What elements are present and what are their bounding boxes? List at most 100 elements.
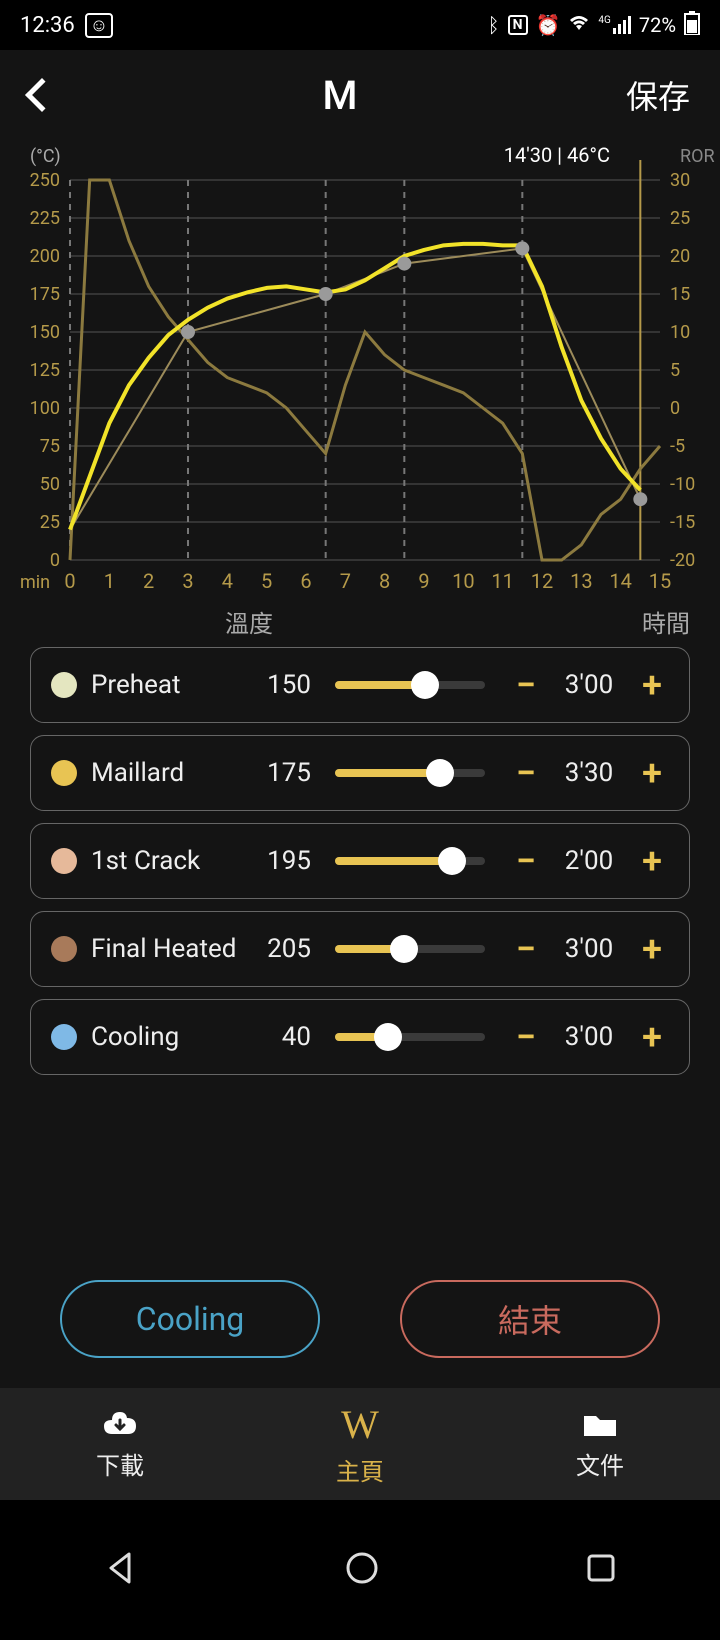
alarm-icon: ⏰	[536, 13, 561, 37]
phase-temp-value: 40	[255, 1022, 311, 1052]
cooling-button-label: Cooling	[136, 1300, 245, 1338]
nav-home-button[interactable]	[344, 1550, 380, 1590]
nfc-icon: N	[508, 15, 528, 35]
chevron-left-icon	[25, 78, 59, 112]
column-headers: 溫度 時間	[0, 604, 720, 639]
svg-text:175: 175	[30, 284, 60, 305]
svg-text:0: 0	[670, 398, 680, 419]
phase-row: Cooling 40 − 3'00 +	[30, 999, 690, 1075]
svg-text:5: 5	[670, 360, 680, 381]
phase-time-value: 3'30	[557, 758, 621, 788]
phase-list: Preheat 150 − 3'00 + Maillard 175 − 3'30…	[0, 639, 720, 1075]
nav-recent-button[interactable]	[585, 1552, 617, 1588]
phase-row: Maillard 175 − 3'30 +	[30, 735, 690, 811]
time-minus-button[interactable]: −	[509, 1016, 543, 1058]
system-nav-bar	[0, 1500, 720, 1640]
app-header: M 保存	[0, 50, 720, 140]
battery-icon	[684, 11, 700, 40]
svg-text:12: 12	[531, 569, 553, 593]
svg-text:150: 150	[30, 322, 60, 343]
svg-text:200: 200	[30, 246, 60, 267]
time-plus-button[interactable]: +	[635, 840, 669, 882]
time-minus-button[interactable]: −	[509, 928, 543, 970]
time-plus-button[interactable]: +	[635, 1016, 669, 1058]
phase-color-dot	[51, 672, 77, 698]
svg-text:3: 3	[182, 569, 193, 593]
tab-download[interactable]: 下載	[0, 1388, 240, 1500]
clock: 12:36	[20, 13, 75, 38]
phase-temp-value: 175	[255, 758, 311, 788]
svg-text:14'30 | 46°C: 14'30 | 46°C	[504, 143, 610, 167]
signal-icon: 4G	[598, 16, 630, 34]
roast-chart[interactable]: (°C)ROR14'30 | 46°C025507510012515017520…	[0, 140, 720, 600]
svg-text:225: 225	[30, 208, 60, 229]
time-plus-button[interactable]: +	[635, 752, 669, 794]
svg-text:15: 15	[649, 569, 671, 593]
back-button[interactable]	[30, 83, 54, 107]
temp-slider[interactable]	[335, 1027, 485, 1047]
temp-slider[interactable]	[335, 851, 485, 871]
svg-text:15: 15	[670, 284, 690, 305]
svg-text:250: 250	[30, 170, 60, 191]
svg-text:4: 4	[222, 569, 233, 593]
phase-color-dot	[51, 848, 77, 874]
svg-text:-20: -20	[670, 550, 695, 571]
phase-name: Final Heated	[91, 934, 241, 964]
tab-files-label: 文件	[576, 1446, 624, 1481]
svg-text:min: min	[20, 572, 50, 593]
download-icon	[100, 1408, 140, 1442]
nav-back-button[interactable]	[103, 1550, 139, 1590]
wifi-icon	[568, 13, 590, 37]
svg-text:125: 125	[30, 360, 60, 381]
phase-row: Final Heated 205 − 3'00 +	[30, 911, 690, 987]
notification-icon: ☺	[85, 13, 113, 38]
svg-text:10: 10	[452, 569, 474, 593]
svg-text:13: 13	[570, 569, 592, 593]
svg-text:ROR: ROR	[680, 146, 715, 167]
time-minus-button[interactable]: −	[509, 840, 543, 882]
temp-slider[interactable]	[335, 763, 485, 783]
svg-text:1: 1	[104, 569, 115, 593]
svg-text:2: 2	[143, 569, 154, 593]
phase-name: Maillard	[91, 758, 241, 788]
temp-column-header: 溫度	[225, 604, 455, 639]
tab-bar: 下載 W 主頁 文件	[0, 1388, 720, 1500]
svg-text:-5: -5	[670, 436, 685, 457]
svg-text:-10: -10	[670, 474, 695, 495]
phase-time-value: 2'00	[557, 846, 621, 876]
tab-home-label: 主頁	[336, 1452, 384, 1487]
end-button[interactable]: 結束	[400, 1280, 660, 1358]
tab-files[interactable]: 文件	[480, 1388, 720, 1500]
svg-text:0: 0	[50, 550, 60, 571]
temp-slider[interactable]	[335, 675, 485, 695]
phase-time-value: 3'00	[557, 670, 621, 700]
time-plus-button[interactable]: +	[635, 928, 669, 970]
cooling-button[interactable]: Cooling	[60, 1280, 320, 1358]
phase-temp-value: 205	[255, 934, 311, 964]
svg-text:11: 11	[491, 569, 513, 593]
phase-time-value: 3'00	[557, 934, 621, 964]
phase-time-value: 3'00	[557, 1022, 621, 1052]
time-plus-button[interactable]: +	[635, 664, 669, 706]
temp-slider[interactable]	[335, 939, 485, 959]
phase-color-dot	[51, 936, 77, 962]
svg-text:9: 9	[418, 569, 429, 593]
page-title: M	[323, 72, 358, 119]
svg-text:25: 25	[670, 208, 690, 229]
save-button[interactable]: 保存	[626, 72, 690, 118]
phase-name: Preheat	[91, 670, 241, 700]
bluetooth-icon: ᛒ	[488, 13, 500, 37]
svg-text:20: 20	[670, 246, 690, 267]
svg-text:-15: -15	[670, 512, 695, 533]
time-minus-button[interactable]: −	[509, 664, 543, 706]
time-minus-button[interactable]: −	[509, 752, 543, 794]
svg-text:14: 14	[609, 569, 631, 593]
svg-text:50: 50	[40, 474, 60, 495]
end-button-label: 結束	[498, 1296, 562, 1342]
svg-text:6: 6	[300, 569, 311, 593]
phase-temp-value: 195	[255, 846, 311, 876]
svg-text:0: 0	[64, 569, 75, 593]
tab-home[interactable]: W 主頁	[240, 1388, 480, 1500]
svg-text:25: 25	[40, 512, 60, 533]
svg-text:75: 75	[40, 436, 60, 457]
